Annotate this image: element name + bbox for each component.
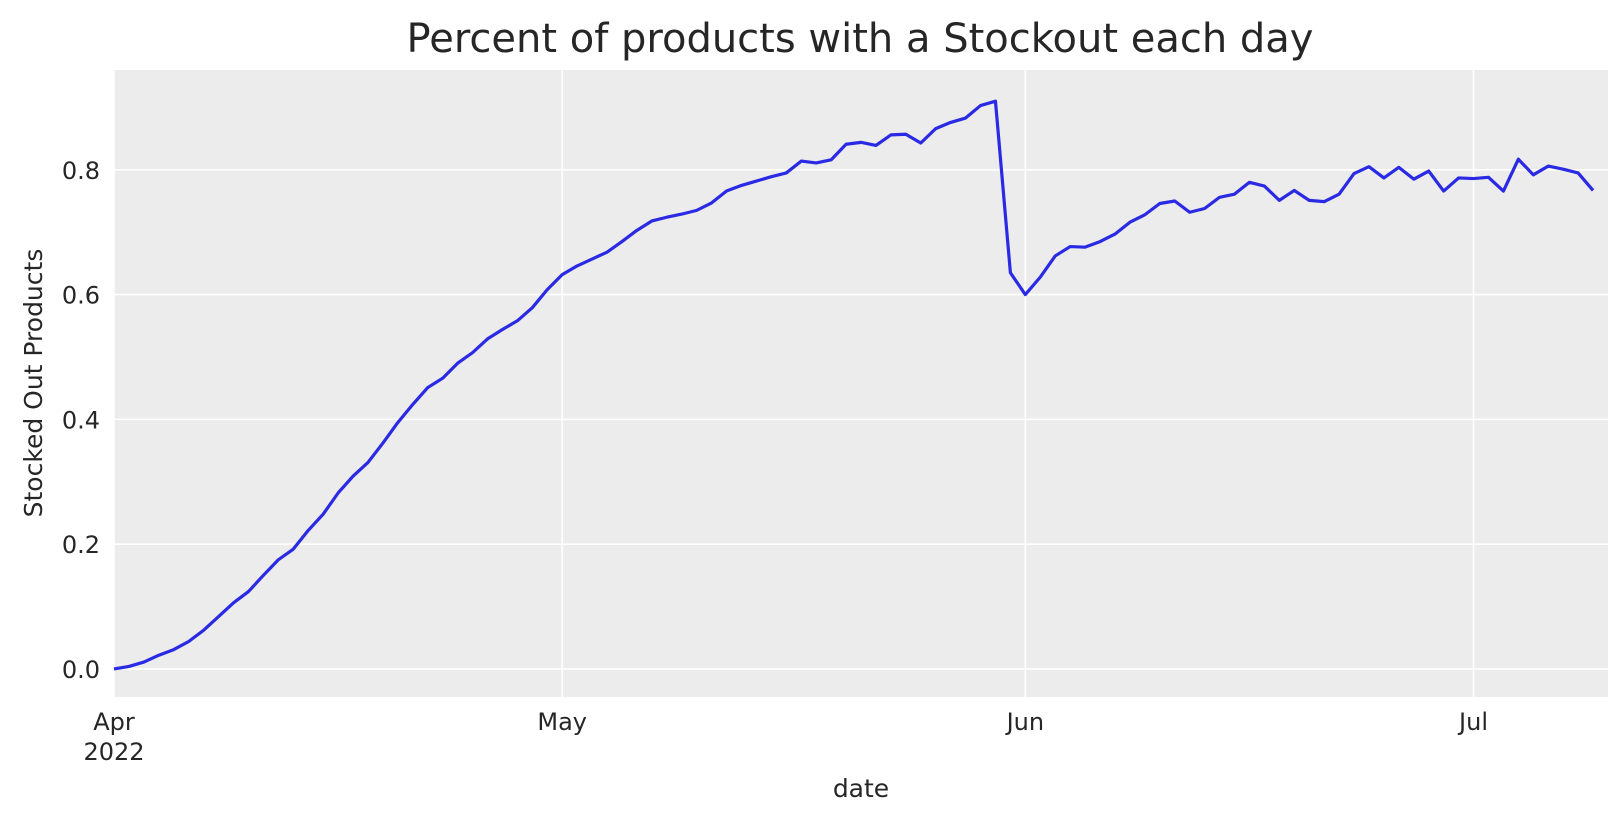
x-axis-label: date: [833, 774, 889, 803]
x-tick-label: Apr: [93, 708, 135, 736]
plot-background: [114, 70, 1608, 697]
grid-lines: [113, 70, 1608, 697]
x-tick-label: Jul: [1457, 708, 1488, 736]
series-layer: [113, 99, 1595, 671]
x-tick-label: May: [537, 708, 587, 736]
y-tick-label: 0.4: [62, 406, 100, 434]
y-tick-label: 0.2: [62, 531, 100, 559]
y-tick-label: 0.8: [62, 157, 100, 185]
series-line: [113, 99, 1595, 671]
y-axis-label: Stocked Out Products: [19, 249, 48, 518]
x-tick-label: Jun: [1005, 708, 1045, 736]
x-tick-sublabel: 2022: [83, 738, 144, 766]
chart-title: Percent of products with a Stockout each…: [407, 16, 1314, 62]
y-tick-label: 0.6: [62, 282, 100, 310]
y-tick-label: 0.0: [62, 656, 100, 684]
